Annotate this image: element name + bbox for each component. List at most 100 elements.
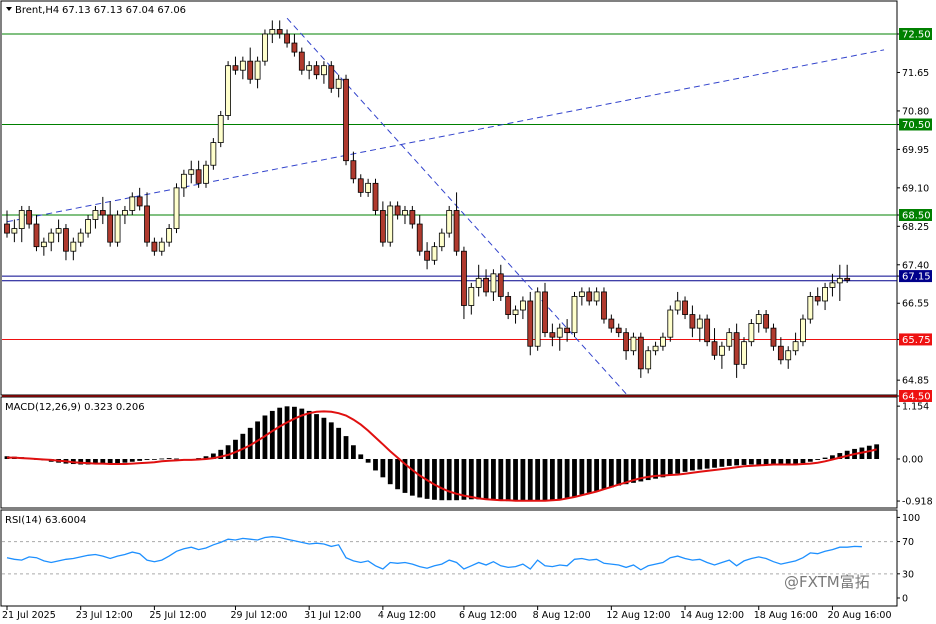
candle-51 — [379, 201, 386, 247]
macd-bar-28 — [210, 453, 216, 459]
macd-bar-16 — [122, 459, 128, 463]
macd-bar-55 — [409, 459, 415, 496]
candle-body — [321, 65, 327, 76]
fxtm-watermark: @FXTM富拓 — [784, 573, 870, 591]
macd-tick-label-1: 0.00 — [902, 455, 923, 466]
candle-body — [210, 142, 217, 166]
macd-bar-50 — [373, 459, 378, 471]
macd-bar-65 — [483, 459, 489, 500]
candle-106 — [785, 346, 792, 369]
candle-body — [777, 345, 784, 361]
candle-body — [144, 205, 150, 243]
rsi-panel-frame — [0, 509, 898, 607]
macd-bar-23 — [174, 458, 179, 460]
candle-body — [254, 60, 261, 80]
symbol-label[interactable]: Brent,H4 — [15, 5, 59, 16]
price-axis: 72.50 71.65 70.80 70.50 69.95 69.10 68.5068.25… — [897, 28, 932, 403]
candle-body — [328, 65, 335, 89]
macd-bar-96 — [712, 459, 717, 468]
candle-104 — [770, 323, 777, 351]
candle-body — [107, 214, 114, 243]
candle-47 — [350, 151, 357, 184]
candle-body — [262, 33, 268, 62]
candle-body — [549, 332, 556, 338]
candle-36 — [269, 20, 276, 44]
candle-50 — [372, 178, 379, 215]
candle-body — [11, 228, 18, 234]
macd-bar-13 — [100, 459, 106, 464]
macd-bar-112 — [830, 455, 835, 459]
candle-body — [770, 327, 777, 347]
macd-bar-38 — [284, 406, 290, 459]
candle-body — [298, 51, 305, 71]
time-tick-label-5: 4 Aug 12:00 — [378, 610, 436, 621]
candle-body — [357, 178, 364, 193]
candle-body — [416, 223, 423, 252]
macd-bar-43 — [321, 417, 327, 459]
macd-bar-17 — [129, 459, 135, 462]
candle-body — [70, 241, 77, 252]
candle-66 — [490, 269, 497, 301]
macd-bar-79 — [586, 459, 592, 493]
candle-82 — [608, 314, 615, 333]
candle-body — [520, 300, 526, 311]
candle-body — [601, 291, 607, 320]
candle-body — [682, 300, 688, 315]
macd-bar-49 — [365, 459, 371, 463]
candle-111 — [822, 282, 828, 311]
macd-bar-32 — [240, 433, 246, 459]
price-badge-0 — [899, 28, 932, 40]
candle-99 — [733, 323, 740, 378]
macd-bar-64 — [476, 459, 482, 500]
rsi-tick-label-1: 70 — [902, 537, 914, 548]
candle-6 — [48, 228, 55, 252]
candle-33 — [247, 47, 254, 84]
macd-bar-15 — [115, 459, 120, 464]
candle-13 — [99, 196, 106, 225]
price-tick-label-10: 66.55 — [902, 299, 929, 310]
candle-59 — [438, 228, 445, 252]
symbol-dropdown-triangle-icon[interactable] — [6, 7, 12, 11]
candle-78 — [578, 287, 585, 306]
macd-bar-19 — [144, 459, 150, 460]
price-badge-13 — [899, 390, 932, 402]
candle-body — [556, 327, 563, 338]
candle-body — [306, 65, 313, 71]
macd-bar-81 — [601, 459, 607, 490]
candle-body — [674, 300, 681, 311]
macd-bar-98 — [726, 459, 732, 466]
price-badge-6 — [899, 209, 932, 221]
macd-label: MACD(12,26,9) 0.323 0.206 — [5, 402, 145, 413]
candle-body — [733, 332, 740, 365]
candle-14 — [107, 201, 114, 247]
candle-body — [225, 65, 232, 116]
macd-bar-30 — [225, 445, 231, 459]
macd-bar-31 — [233, 439, 238, 459]
candle-body — [483, 277, 489, 293]
candle-body — [696, 318, 703, 329]
price-badge-label-0: 72.50 — [902, 30, 931, 41]
time-tick-label-0: 21 Jul 2025 — [2, 610, 56, 621]
macd-bar-82 — [608, 459, 614, 488]
price-badge-label-6: 68.50 — [902, 211, 931, 222]
rsi-tick-label-2: 30 — [902, 569, 914, 580]
rsi-indicator — [2, 536, 897, 575]
candle-body — [829, 282, 836, 288]
candle-98 — [726, 328, 733, 351]
macd-bar-100 — [741, 459, 747, 465]
candle-108 — [800, 314, 806, 347]
candle-92 — [682, 296, 688, 320]
candle-body — [741, 341, 747, 365]
macd-bar-33 — [247, 427, 253, 459]
macd-bar-29 — [218, 449, 224, 459]
candle-29 — [217, 110, 224, 148]
candle-body — [372, 182, 379, 211]
macd-axis: 1.154 0.00 -0.918 — [897, 402, 933, 508]
candle-body — [335, 78, 342, 89]
macd-bar-48 — [358, 454, 364, 459]
candle-56 — [416, 215, 423, 256]
candle-body — [453, 210, 460, 252]
candle-65 — [483, 269, 489, 297]
candle-41 — [306, 61, 313, 80]
